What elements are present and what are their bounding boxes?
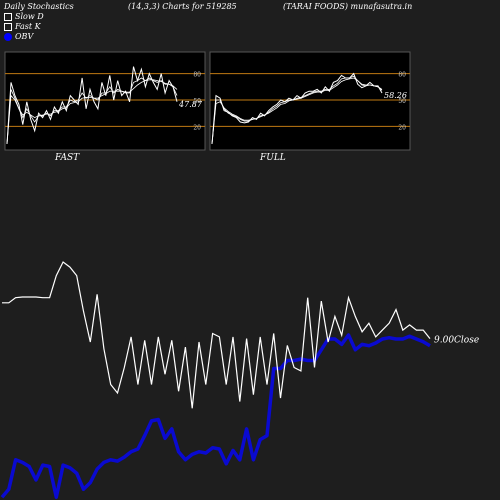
header-center: (14,3,3) Charts for 519285	[128, 2, 237, 11]
legend-label-obv: OBV	[15, 32, 34, 41]
legend-swatch-obv	[4, 32, 12, 41]
fast-panel-frame	[4, 51, 206, 151]
fast-last-value-label: 47.87	[178, 100, 203, 109]
header-left: Daily Stochastics	[4, 2, 74, 11]
legend-swatch-slow-d	[4, 12, 12, 21]
legend-obv: OBV	[4, 32, 33, 41]
full-last-value-label: 58.26	[384, 91, 407, 100]
full-tick-label-50: 50	[398, 98, 406, 105]
fast-tick-label-80: 80	[193, 72, 201, 79]
fast-series-1	[6, 77, 178, 145]
fast-tick-label-20: 20	[193, 124, 201, 131]
legend-slow-d: Slow D	[4, 12, 44, 21]
full-series-2	[211, 77, 383, 145]
legend-swatch-fast-k	[4, 22, 12, 31]
close-last-value-label: 9.00Close	[434, 336, 479, 346]
fast-series-2	[6, 79, 178, 145]
full-series-0	[211, 72, 383, 145]
close-line	[2, 261, 431, 409]
legend-label-fast-k: Fast K	[15, 22, 41, 31]
full-panel-frame	[209, 51, 411, 151]
fast-tick-label-50: 50	[193, 98, 201, 105]
obv-line	[0, 333, 431, 500]
full-series-1	[211, 75, 383, 145]
legend-fast-k: Fast K	[4, 22, 41, 31]
full-tick-label-80: 80	[398, 72, 406, 79]
full-tick-label-20: 20	[398, 124, 406, 131]
legend-label-slow-d: Slow D	[15, 12, 44, 21]
full-panel-title: FULL	[260, 153, 286, 163]
fast-series-0	[6, 66, 178, 145]
header-right: (TARAI FOODS) munafasutra.in	[283, 2, 413, 11]
fast-panel-title: FAST	[55, 153, 80, 163]
